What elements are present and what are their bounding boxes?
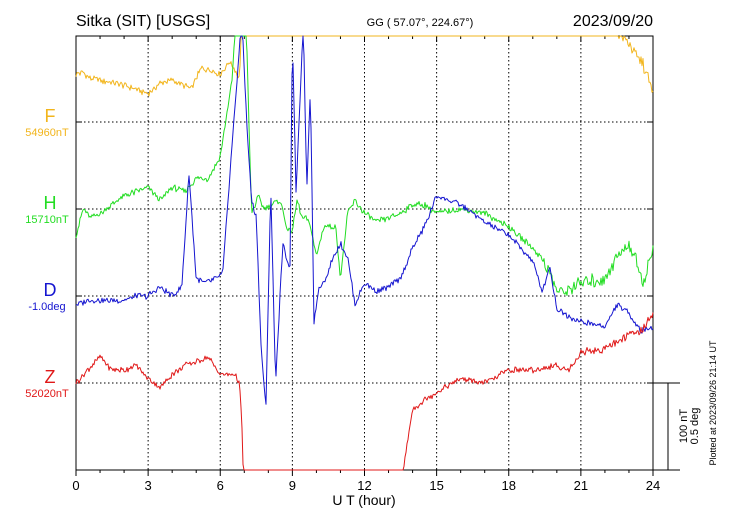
x-tick-label: 3 [145, 478, 152, 493]
series-baseline-h: 15710nT [25, 214, 69, 226]
station-coords: GG ( 57.07°, 224.67°) [367, 17, 474, 29]
x-tick-label: 6 [217, 478, 224, 493]
scale-bar-deg-label: 0.5 deg [689, 408, 701, 445]
plot-grid [76, 36, 653, 470]
series-name-z: Z [45, 367, 56, 387]
series-baseline-f: 54960nT [25, 127, 69, 139]
x-axis-label: U T (hour) [332, 492, 395, 508]
series-name-d: D [44, 280, 57, 300]
x-tick-labels: 0 3 6 9 12 15 18 21 24 [72, 478, 660, 493]
x-tick-label: 0 [72, 478, 79, 493]
series-line-z [75, 312, 654, 471]
x-tick-label: 15 [429, 478, 443, 493]
scale-bar: 100 nT 0.5 deg [653, 382, 701, 471]
station-title: Sitka (SIT) [USGS] [76, 13, 210, 30]
axis-ticks [75, 36, 654, 476]
series-line-h [75, 35, 654, 296]
series-name-h: H [44, 193, 57, 213]
x-tick-label: 21 [574, 478, 588, 493]
plotted-at-label: Plotted at 2023/09/26 21:14 UT [708, 340, 718, 466]
x-tick-label: 12 [357, 478, 371, 493]
series-name-f: F [45, 106, 56, 126]
series-baseline-z: 52020nT [25, 388, 69, 400]
x-tick-label: 24 [646, 478, 660, 493]
series-line-d [75, 35, 654, 405]
series-lines [75, 35, 654, 471]
x-tick-label: 9 [289, 478, 296, 493]
series-line-f [75, 35, 654, 97]
scale-bar-nt-label: 100 nT [678, 409, 690, 444]
series-baseline-d: -1.0deg [28, 301, 65, 313]
x-tick-label: 18 [502, 478, 516, 493]
date-label: 2023/09/20 [573, 13, 653, 30]
